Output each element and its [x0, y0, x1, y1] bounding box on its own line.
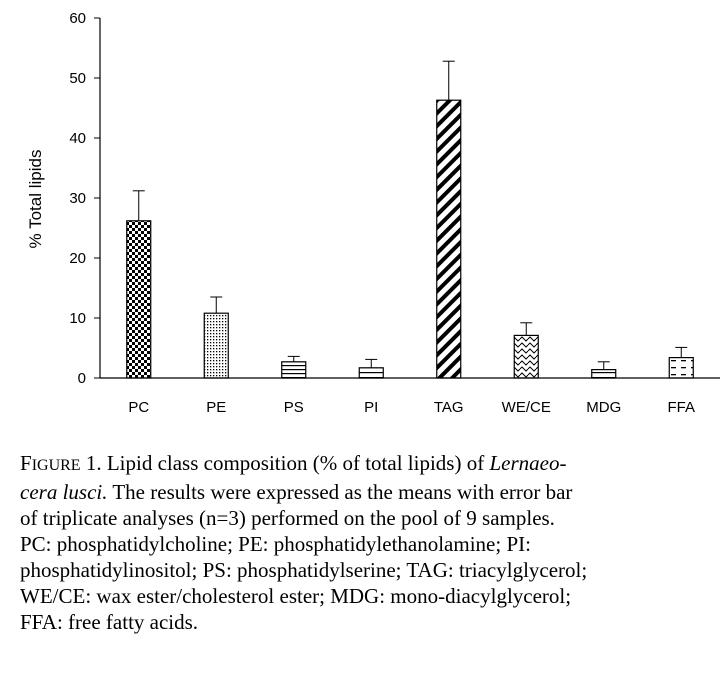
y-tick-label: 50	[69, 70, 86, 87]
caption-line-1: FIGURE 1. Lipid class composition (% of …	[20, 450, 720, 479]
y-tick-label: 20	[69, 250, 86, 267]
y-tick-label: 0	[78, 370, 86, 387]
bar	[126, 220, 152, 379]
bar	[591, 369, 617, 379]
x-tick-label: PI	[364, 399, 378, 416]
caption-line-6: WE/CE: wax ester/cholesterol ester; MDG:…	[20, 584, 572, 608]
bar-group	[203, 296, 229, 379]
caption-line-4: PC: phosphatidylcholine; PE: phosphatidy…	[20, 532, 531, 556]
caption-line-1-text: Lipid class composition (% of total lipi…	[101, 451, 490, 475]
bar-group	[126, 190, 152, 379]
x-tick-label: FFA	[667, 399, 695, 416]
y-tick-label: 40	[69, 130, 86, 147]
caption-line-5: phosphatidylinositol; PS: phosphatidylse…	[20, 558, 588, 582]
caption-line-2: cera lusci. The results were expressed a…	[20, 479, 720, 505]
x-tick-label: MDG	[586, 399, 621, 416]
x-tick-label: WE/CE	[502, 399, 551, 416]
caption-species-name-part1: Lernaeo-	[489, 451, 567, 475]
bar	[513, 334, 539, 379]
bars	[126, 60, 694, 379]
bar-chart: 0 10 20 30 40 50 60 PC PE PS PI TAG WE/CE MDG FFA % T…	[26, 10, 720, 416]
x-tick-label: TAG	[434, 399, 464, 416]
caption-line-2-text: The results were expressed as the means …	[107, 480, 573, 504]
y-tick-label: 10	[69, 310, 86, 327]
bar-group	[513, 322, 539, 379]
bar	[358, 367, 384, 379]
caption-figure-label-rest: IGURE	[31, 457, 81, 474]
x-tick-label: PS	[284, 399, 304, 416]
caption-species-name-part2: cera lusci.	[20, 480, 108, 504]
y-tick-label: 30	[69, 190, 86, 207]
y-axis: 0 10 20 30 40 50 60	[69, 10, 101, 387]
bar	[281, 361, 307, 379]
bar	[436, 99, 462, 379]
x-tick-label: PC	[128, 399, 149, 416]
bar	[668, 357, 694, 379]
bar-group	[668, 346, 694, 379]
bar-group	[591, 361, 617, 379]
bar-group	[281, 355, 307, 379]
caption-figure-label-initial: F	[20, 451, 32, 475]
caption-line-3: of triplicate analyses (n=3) performed o…	[20, 506, 555, 530]
figure-caption: FIGURE 1. Lipid class composition (% of …	[20, 450, 720, 635]
y-axis-label: % Total lipids	[26, 150, 45, 249]
bar	[203, 312, 229, 379]
caption-figure-number: 1.	[80, 451, 102, 475]
caption-line-7: FFA: free fatty acids.	[20, 610, 199, 634]
x-axis: PC PE PS PI TAG WE/CE MDG FFA	[100, 377, 720, 416]
y-tick-label: 60	[69, 10, 86, 27]
bar-group	[358, 358, 384, 379]
x-tick-label: PE	[206, 399, 226, 416]
bar-group	[436, 60, 462, 379]
